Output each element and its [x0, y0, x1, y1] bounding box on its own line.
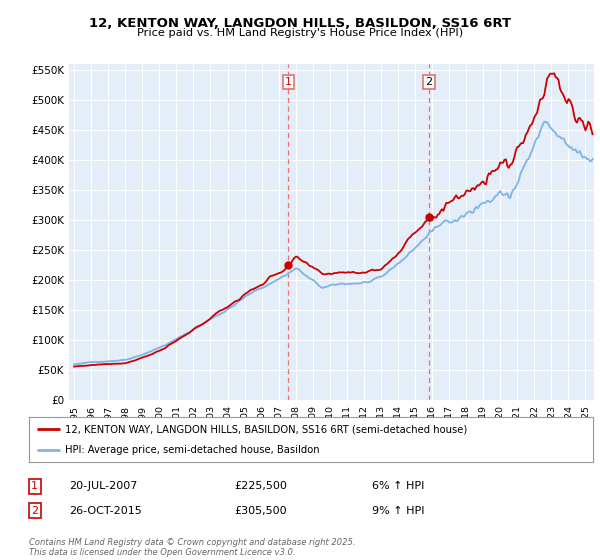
Text: 1: 1: [31, 481, 38, 491]
Text: 26-OCT-2015: 26-OCT-2015: [69, 506, 142, 516]
Text: £305,500: £305,500: [234, 506, 287, 516]
Text: 12, KENTON WAY, LANGDON HILLS, BASILDON, SS16 6RT (semi-detached house): 12, KENTON WAY, LANGDON HILLS, BASILDON,…: [65, 424, 468, 435]
Text: 2: 2: [31, 506, 38, 516]
Text: 9% ↑ HPI: 9% ↑ HPI: [372, 506, 425, 516]
Text: 12, KENTON WAY, LANGDON HILLS, BASILDON, SS16 6RT: 12, KENTON WAY, LANGDON HILLS, BASILDON,…: [89, 17, 511, 30]
Text: Contains HM Land Registry data © Crown copyright and database right 2025.
This d: Contains HM Land Registry data © Crown c…: [29, 538, 355, 557]
Text: 6% ↑ HPI: 6% ↑ HPI: [372, 481, 424, 491]
Text: Price paid vs. HM Land Registry's House Price Index (HPI): Price paid vs. HM Land Registry's House …: [137, 28, 463, 38]
Text: £225,500: £225,500: [234, 481, 287, 491]
Text: 2: 2: [425, 77, 433, 87]
Text: 20-JUL-2007: 20-JUL-2007: [69, 481, 137, 491]
Text: 1: 1: [284, 77, 292, 87]
Text: HPI: Average price, semi-detached house, Basildon: HPI: Average price, semi-detached house,…: [65, 445, 320, 455]
